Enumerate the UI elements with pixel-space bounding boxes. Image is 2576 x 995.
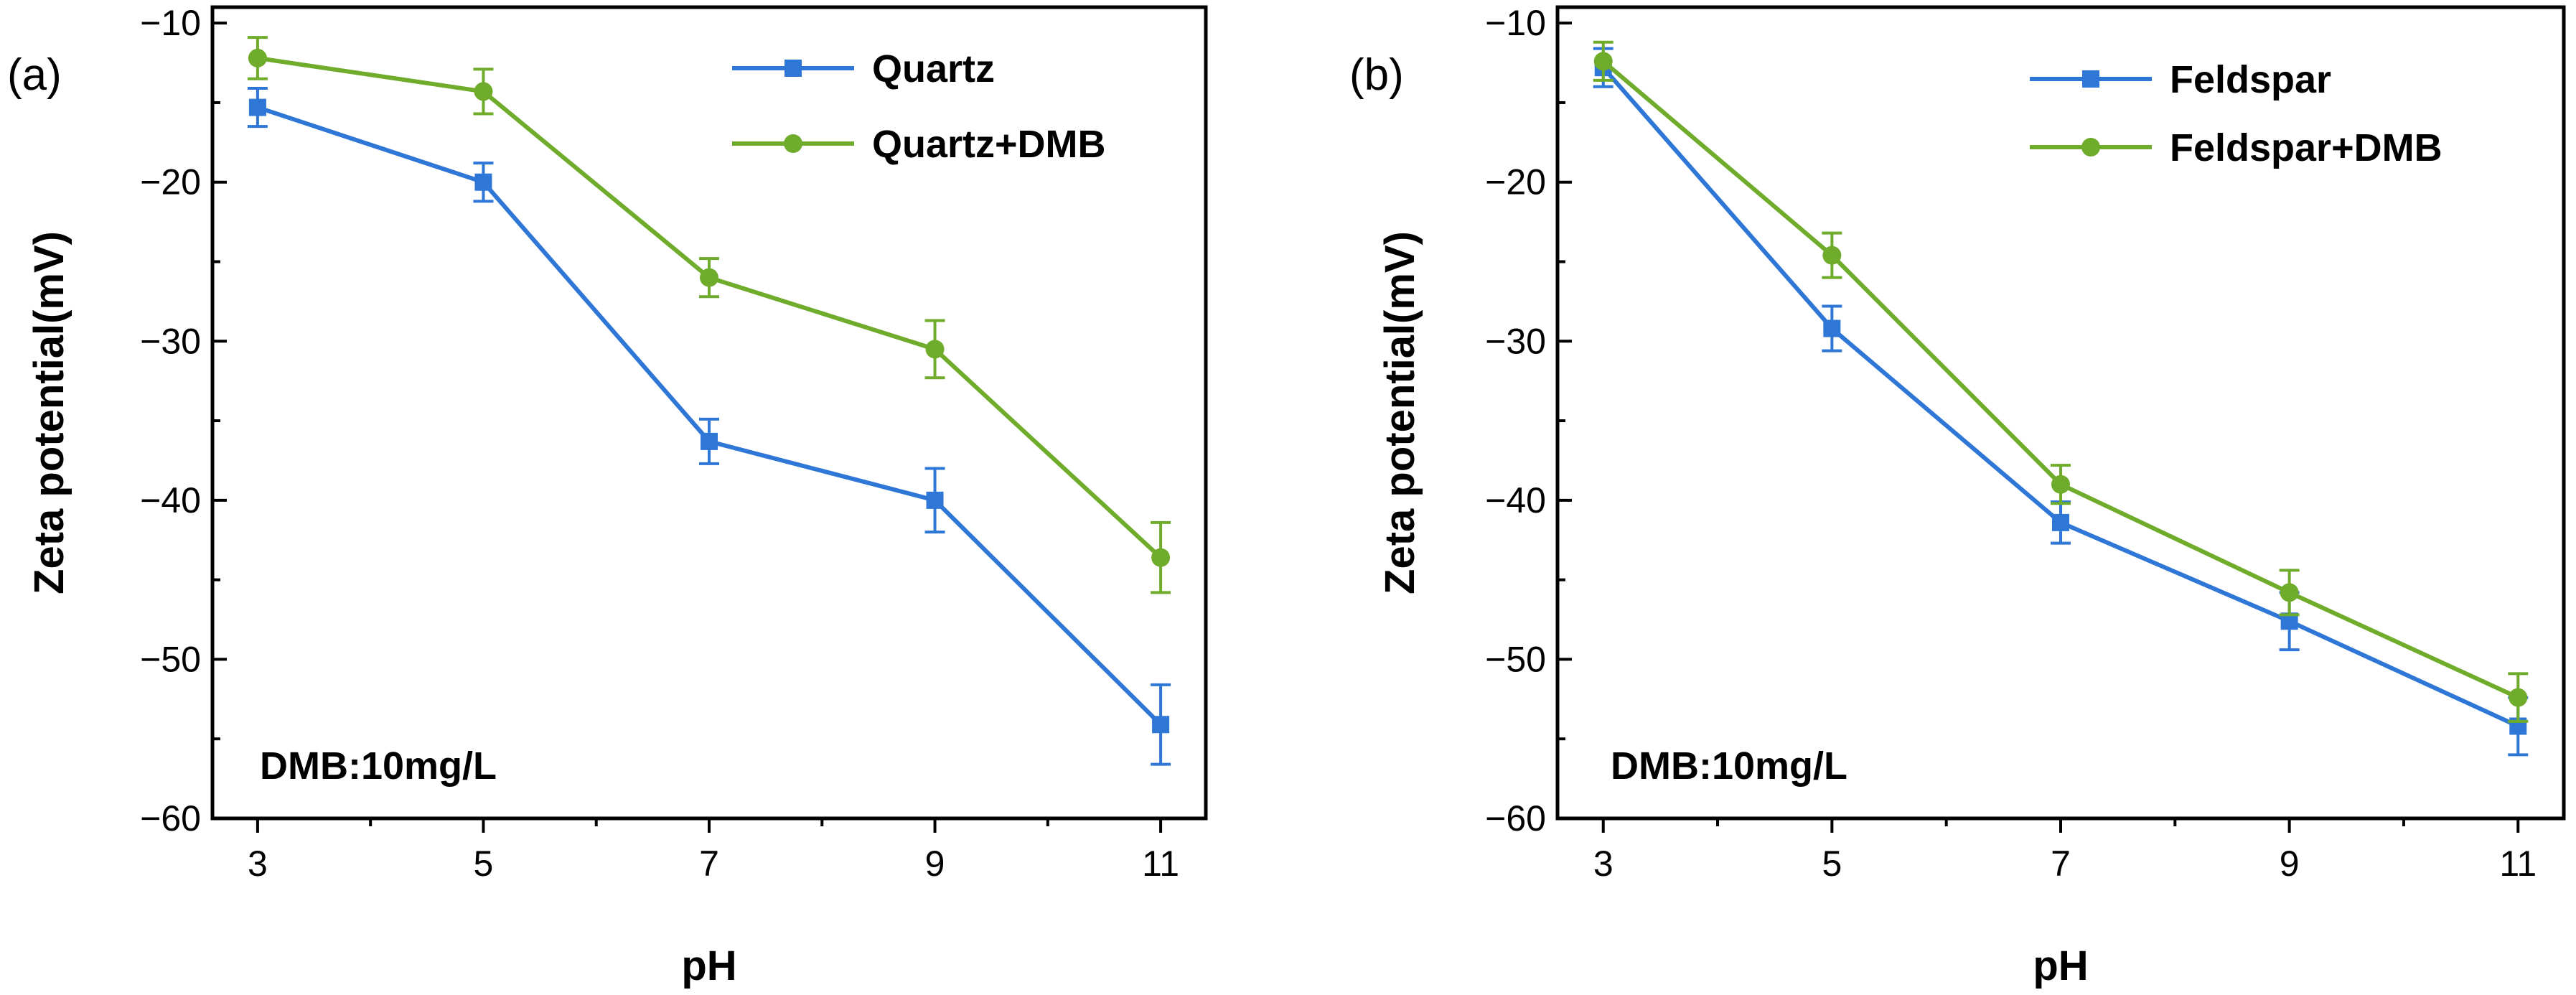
data-point: [926, 491, 944, 509]
y-tick-label: −10: [140, 3, 201, 43]
x-tick-label: 5: [1822, 844, 1842, 884]
x-axis-title: pH: [2033, 943, 2088, 989]
y-tick-label: −50: [1485, 639, 1546, 679]
y-tick-label: −50: [140, 639, 201, 679]
y-tick-label: −30: [1485, 321, 1546, 361]
x-axis-title: pH: [681, 943, 736, 989]
y-tick-label: −40: [1485, 480, 1546, 520]
data-point: [700, 268, 718, 287]
legend-label: Feldspar: [2170, 58, 2331, 101]
y-tick-label: −60: [140, 798, 201, 838]
x-tick-label: 5: [474, 844, 494, 884]
panel-label: (a): [7, 50, 62, 100]
legend-marker: [784, 134, 802, 153]
data-point: [474, 82, 493, 101]
data-point: [1151, 548, 1171, 567]
legend-marker: [2081, 138, 2100, 157]
y-tick-label: −20: [1485, 162, 1546, 202]
legend-label: Quartz: [872, 47, 995, 90]
legend-marker: [2082, 70, 2099, 88]
y-axis-title: Zeta potential(mV): [26, 231, 72, 594]
x-tick-label: 11: [2499, 844, 2537, 884]
data-point: [2280, 583, 2299, 602]
data-point: [2052, 513, 2069, 531]
x-tick-label: 3: [1593, 844, 1613, 884]
annotation-text: DMB:10mg/L: [1611, 744, 1847, 788]
legend-label: Feldspar+DMB: [2170, 126, 2442, 169]
y-tick-label: −30: [140, 321, 201, 361]
y-tick-label: −40: [140, 480, 201, 520]
data-point: [1822, 246, 1842, 265]
y-axis-title: Zeta potential(mV): [1377, 231, 1423, 594]
data-point: [2051, 475, 2070, 494]
x-tick-label: 7: [699, 844, 719, 884]
series-line-quartz: [256, 105, 1163, 727]
panel-label: (b): [1349, 50, 1404, 100]
panel-a: −10 −20 −30 −40 −50 −60 3 5 7 9 11 pH Zeta potential…: [7, 3, 1208, 989]
data-point: [1152, 716, 1170, 734]
x-tick-label: 9: [925, 844, 945, 884]
x-tick-label: 3: [248, 844, 268, 884]
data-point: [1823, 319, 1841, 337]
y-tick-label: −20: [140, 162, 201, 202]
panel-b: −10 −20 −30 −40 −50 −60 3 5 7 9 11 pH Zeta potential…: [1349, 3, 2566, 989]
data-point: [248, 48, 267, 67]
data-point: [701, 432, 718, 450]
data-point: [1593, 52, 1613, 71]
x-tick-label: 7: [2051, 844, 2071, 884]
data-point: [474, 173, 492, 191]
data-point: [925, 340, 945, 359]
data-point: [248, 98, 266, 116]
x-tick-label: 9: [2280, 844, 2300, 884]
data-point: [2509, 688, 2528, 707]
legend-label: Quartz+DMB: [872, 123, 1106, 166]
y-tick-label: −10: [1485, 3, 1546, 43]
x-tick-label: 11: [1142, 844, 1179, 884]
annotation-text: DMB:10mg/L: [260, 744, 497, 788]
legend-marker: [784, 60, 802, 77]
y-tick-label: −60: [1485, 798, 1546, 838]
